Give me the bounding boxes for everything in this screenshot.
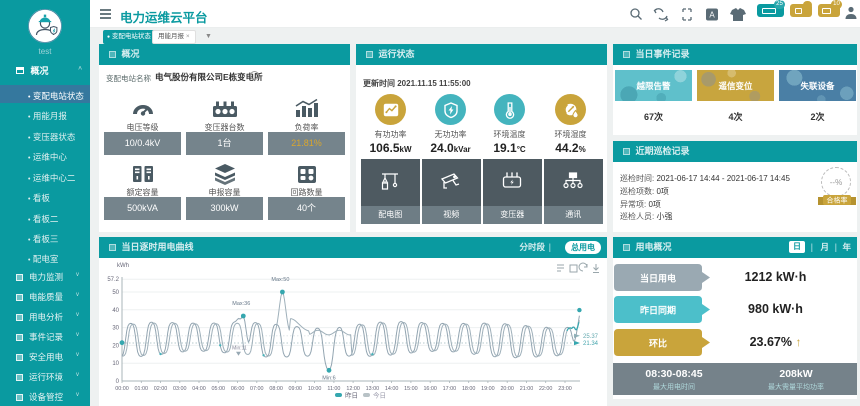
svg-text:08:00: 08:00 xyxy=(269,386,283,392)
svg-text:Max:36: Max:36 xyxy=(232,301,250,307)
svg-text:环比: 环比 xyxy=(649,338,667,349)
svg-text:10: 10 xyxy=(112,361,119,367)
svg-text:20:00: 20:00 xyxy=(500,386,514,392)
svg-text:03:00: 03:00 xyxy=(173,386,187,392)
svg-text:14:00: 14:00 xyxy=(385,386,399,392)
svg-text:12:00: 12:00 xyxy=(346,386,360,392)
svg-text:06:00: 06:00 xyxy=(231,386,245,392)
svg-text:01:00: 01:00 xyxy=(135,386,149,392)
svg-text:0: 0 xyxy=(116,379,120,385)
svg-text:25.37: 25.37 xyxy=(583,334,599,340)
svg-text:Min:6: Min:6 xyxy=(322,375,335,381)
svg-text:Min:11: Min:11 xyxy=(232,346,247,352)
svg-text:22:00: 22:00 xyxy=(539,386,553,392)
svg-text:21:00: 21:00 xyxy=(520,386,534,392)
svg-text:合格率: 合格率 xyxy=(827,196,848,205)
svg-text:40: 40 xyxy=(112,308,119,314)
svg-text:05:00: 05:00 xyxy=(212,386,226,392)
svg-text:当日用电: 当日用电 xyxy=(640,273,676,284)
svg-text:57.2: 57.2 xyxy=(107,277,119,283)
svg-text:04:00: 04:00 xyxy=(192,386,206,392)
svg-text:10:00: 10:00 xyxy=(308,386,322,392)
svg-text:A: A xyxy=(709,11,715,20)
svg-text:18:00: 18:00 xyxy=(462,386,476,392)
svg-text:09:00: 09:00 xyxy=(289,386,303,392)
svg-text:11:00: 11:00 xyxy=(327,386,340,392)
svg-text:昨日: 昨日 xyxy=(345,391,358,400)
svg-text:昨日同期: 昨日同期 xyxy=(640,305,676,316)
svg-text:kWh: kWh xyxy=(117,263,129,269)
svg-text:02:00: 02:00 xyxy=(154,386,168,392)
svg-text:50: 50 xyxy=(112,290,119,296)
svg-text:19:00: 19:00 xyxy=(481,386,495,392)
svg-text:07:00: 07:00 xyxy=(250,386,263,392)
svg-text:Max:50: Max:50 xyxy=(271,277,289,283)
svg-text:30: 30 xyxy=(112,326,119,332)
svg-text:20: 20 xyxy=(112,343,119,349)
svg-text:21.34: 21.34 xyxy=(583,341,599,347)
svg-text:17:00: 17:00 xyxy=(443,386,457,392)
svg-text:00:00: 00:00 xyxy=(115,386,129,392)
svg-text:今日: 今日 xyxy=(373,391,386,400)
svg-text:23:00: 23:00 xyxy=(558,386,572,392)
svg-text:15:00: 15:00 xyxy=(404,386,418,392)
svg-text:13:00: 13:00 xyxy=(366,386,380,392)
svg-text:16:00: 16:00 xyxy=(423,386,437,392)
